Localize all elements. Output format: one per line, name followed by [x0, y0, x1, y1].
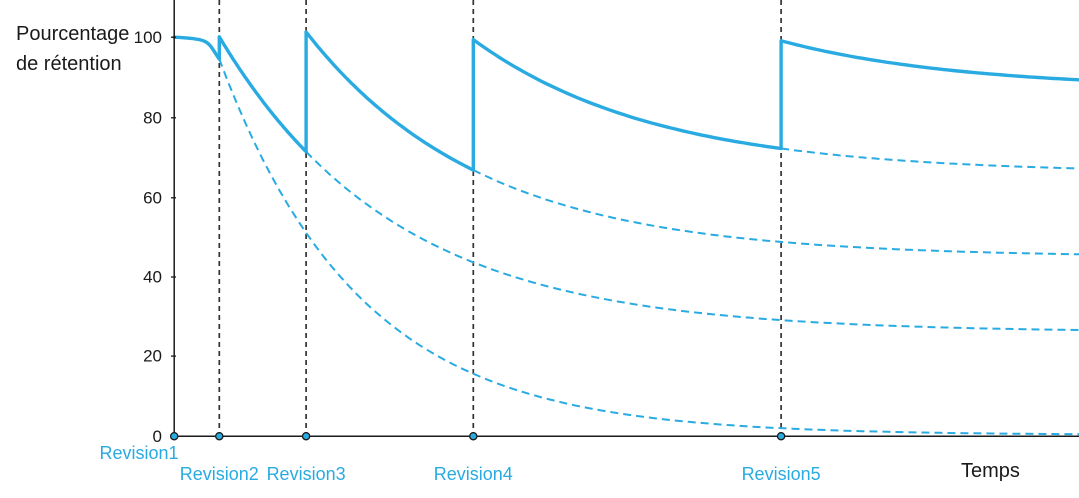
svg-text:60: 60	[143, 189, 162, 208]
svg-text:Revision2: Revision2	[180, 464, 259, 484]
svg-text:Pourcentage: Pourcentage	[16, 23, 129, 45]
svg-text:80: 80	[143, 109, 162, 128]
svg-text:de rétention: de rétention	[16, 53, 122, 75]
svg-text:40: 40	[143, 268, 162, 287]
svg-text:100: 100	[134, 28, 162, 47]
svg-text:Revision4: Revision4	[434, 464, 513, 484]
svg-text:Temps: Temps	[961, 460, 1020, 482]
svg-text:Revision3: Revision3	[267, 464, 346, 484]
svg-text:Revision5: Revision5	[742, 464, 821, 484]
svg-text:Revision1: Revision1	[99, 443, 178, 463]
svg-text:20: 20	[143, 347, 162, 366]
